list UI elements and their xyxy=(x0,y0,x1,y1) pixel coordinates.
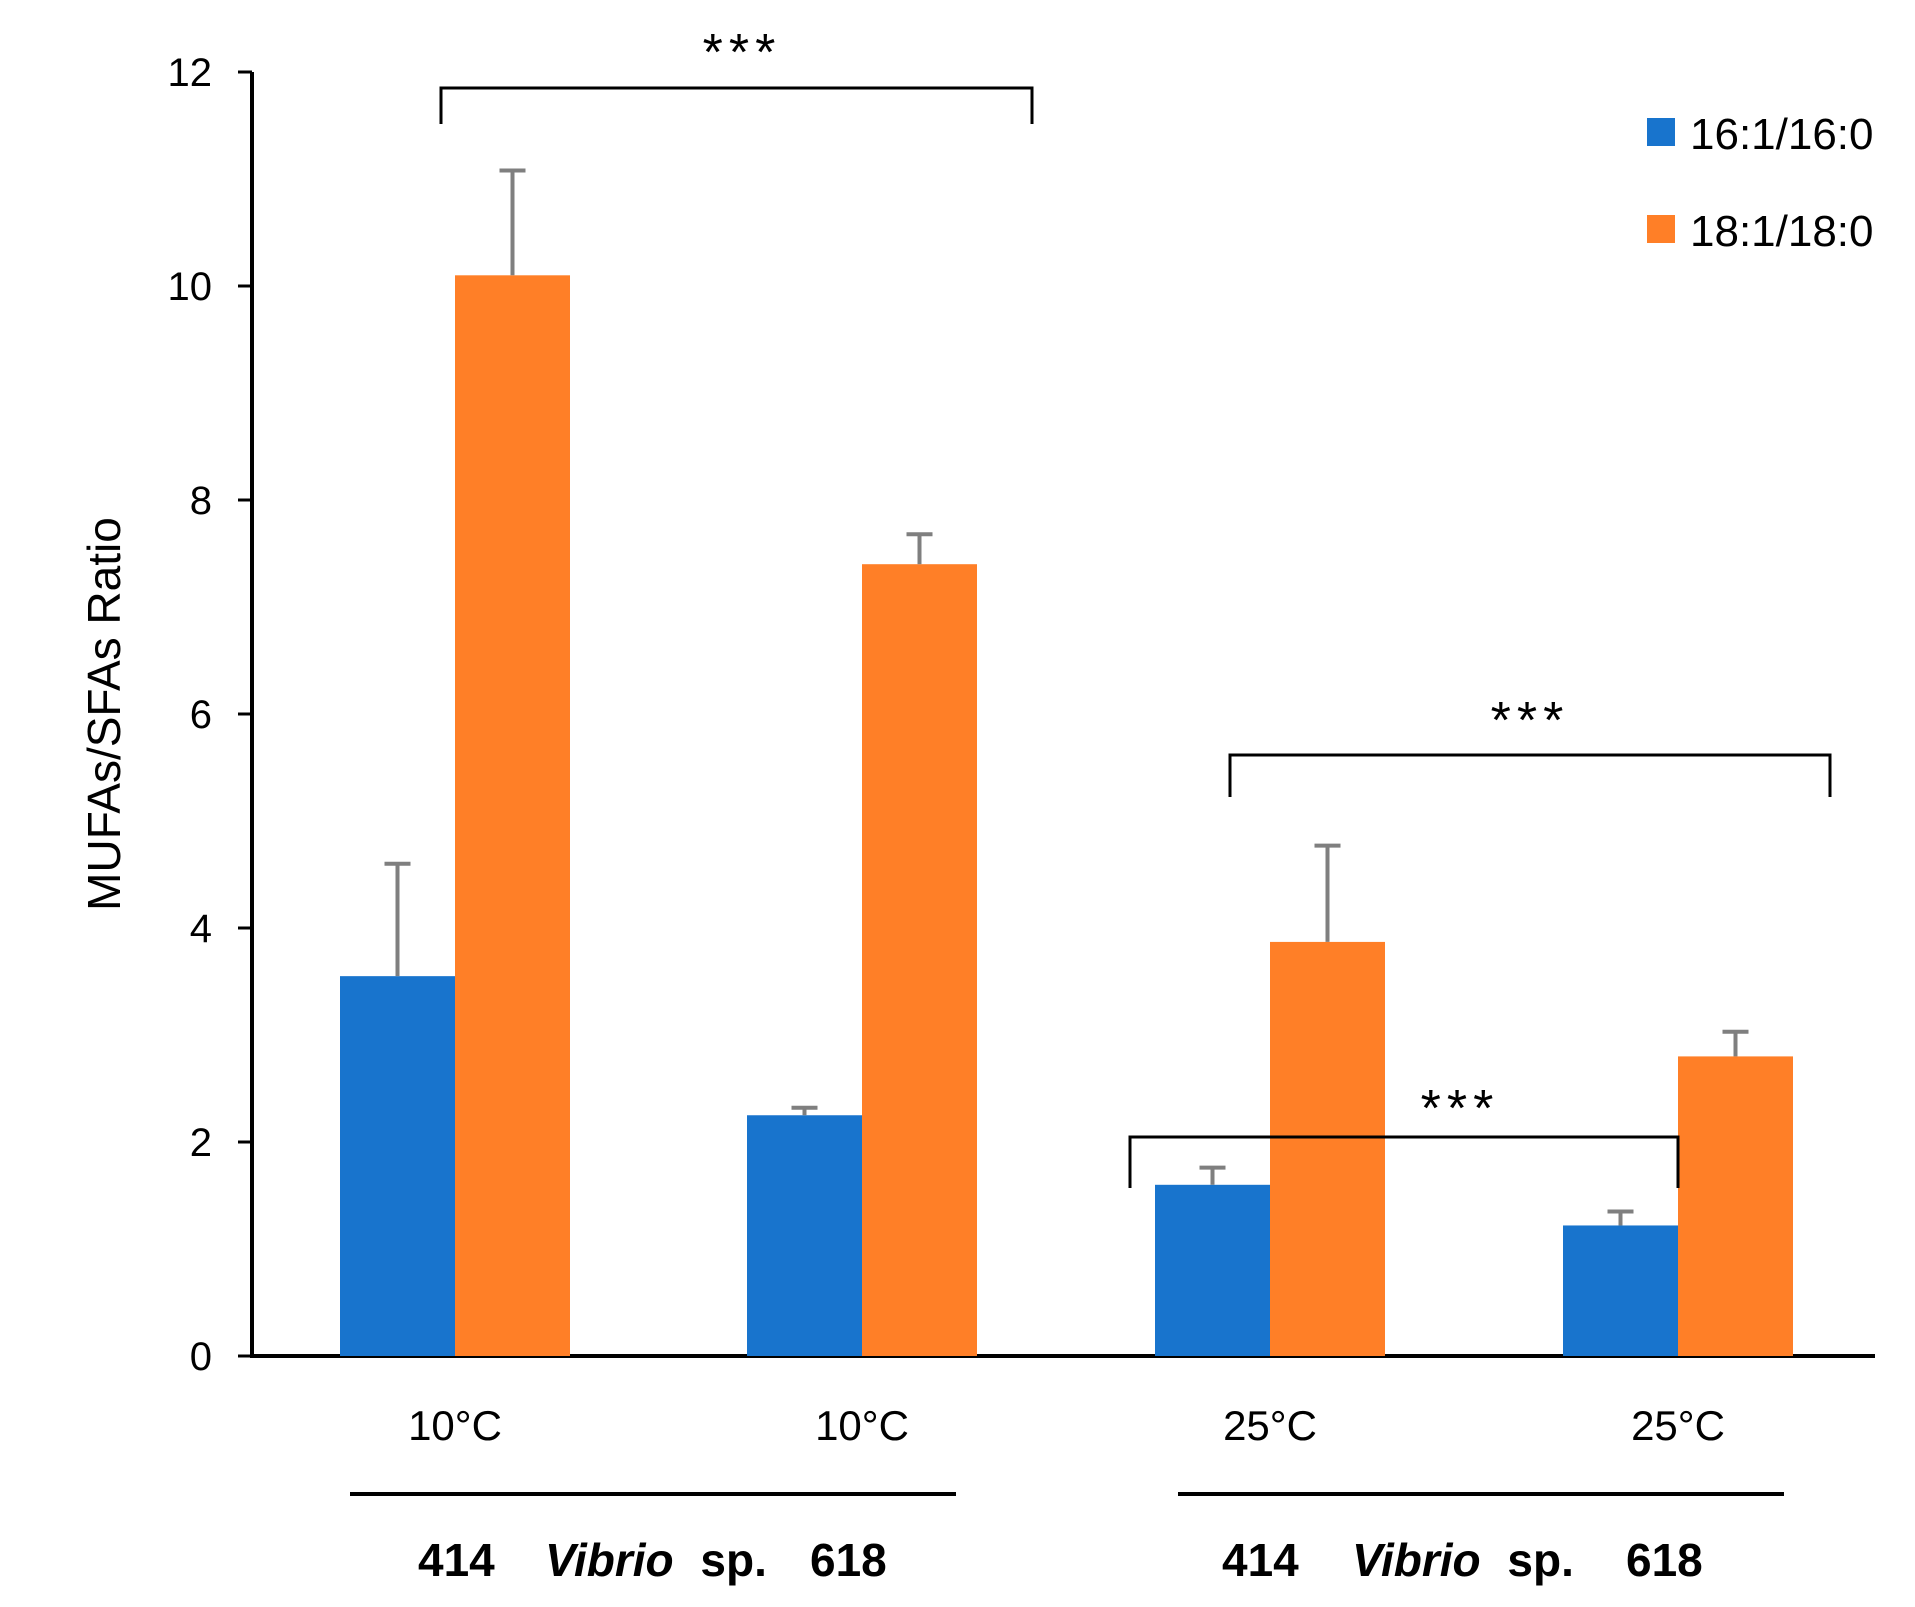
significance-stars-1: *** xyxy=(703,24,782,82)
bar-16-1-2 xyxy=(747,1115,862,1356)
y-tick-label: 0 xyxy=(190,1335,212,1379)
genus-name: Vibrio xyxy=(1352,1534,1481,1586)
category-label: 10°C xyxy=(815,1402,909,1449)
y-tick-label: 8 xyxy=(190,479,212,523)
category-label: 10°C xyxy=(408,1402,502,1449)
significance-bracket-3 xyxy=(1128,1135,1680,1188)
legend-swatch-18-1 xyxy=(1647,215,1675,243)
legend-swatch-16-1 xyxy=(1647,118,1675,146)
significance-stars-2: *** xyxy=(1491,692,1570,750)
bar-16-1-3 xyxy=(1155,1184,1270,1356)
bar-18-1-1 xyxy=(455,275,570,1356)
group-label-2: 414 Vibrio sp. 618 xyxy=(1222,1534,1703,1586)
strain-618: 618 xyxy=(810,1534,887,1586)
species-abbr: sp. xyxy=(700,1534,766,1586)
y-tick-label: 2 xyxy=(190,1121,212,1165)
y-tick-label: 12 xyxy=(168,51,213,95)
legend: 16:1/16:0 18:1/18:0 xyxy=(1647,110,1874,256)
bars xyxy=(340,168,1793,1356)
y-tick-label: 10 xyxy=(168,265,213,309)
significance-stars-3: *** xyxy=(1421,1080,1500,1138)
y-ticks: 0 2 4 6 8 10 12 xyxy=(168,51,252,1379)
bar-18-1-2 xyxy=(862,564,977,1356)
genus-name: Vibrio xyxy=(545,1534,674,1586)
bar-18-1-3 xyxy=(1270,941,1385,1356)
significance-bracket-1 xyxy=(439,86,1034,124)
y-tick-label: 6 xyxy=(190,693,212,737)
species-abbr: sp. xyxy=(1507,1534,1573,1586)
category-label: 25°C xyxy=(1223,1402,1317,1449)
y-axis-label: MUFAs/SFAs Ratio xyxy=(78,517,130,911)
bar-16-1-4 xyxy=(1563,1225,1678,1356)
category-labels: 10°C 10°C 25°C 25°C xyxy=(408,1402,1725,1449)
y-tick-label: 4 xyxy=(190,907,212,951)
strain-414: 414 xyxy=(418,1534,495,1586)
category-label: 25°C xyxy=(1631,1402,1725,1449)
legend-label-16-1: 16:1/16:0 xyxy=(1690,110,1874,159)
strain-414: 414 xyxy=(1222,1534,1299,1586)
significance-bracket-2 xyxy=(1228,753,1832,797)
bar-18-1-4 xyxy=(1678,1056,1793,1356)
legend-label-18-1: 18:1/18:0 xyxy=(1690,207,1874,256)
bar-16-1-1 xyxy=(340,976,455,1356)
group-label-1: 414 Vibrio sp. 618 xyxy=(418,1534,887,1586)
strain-618: 618 xyxy=(1626,1534,1703,1586)
